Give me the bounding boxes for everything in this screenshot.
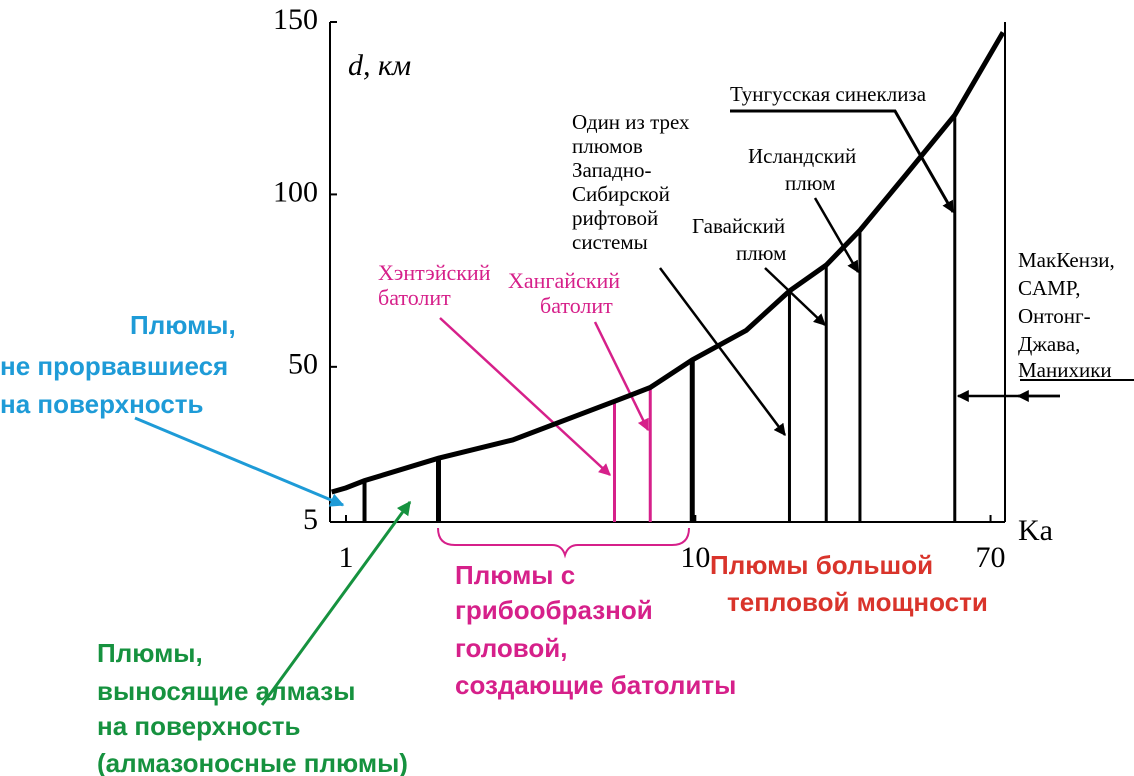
x-axis-label: Ka (1018, 514, 1053, 547)
annotation: тепловой мощности (727, 587, 988, 617)
arrow (439, 317, 611, 476)
annotation: рифтовой (572, 206, 658, 230)
annotation: Джава, (1018, 332, 1080, 356)
annotation: на поверхность (97, 711, 301, 741)
annotation: Манихики (1018, 358, 1112, 382)
arrow (260, 500, 412, 706)
x-tick-label: 70 (976, 541, 1006, 574)
annotation: головой, (455, 633, 568, 663)
x-tick-label: 10 (680, 541, 710, 574)
annotation: батолит (540, 293, 613, 318)
annotation: Плюмы, (130, 310, 236, 340)
x-tick-label: 1 (338, 541, 353, 574)
arrow (730, 109, 955, 214)
y-axis-label: d, км (348, 49, 411, 82)
annotation: грибообразной (455, 595, 653, 625)
annotation: Западно- (572, 158, 652, 182)
annotation: Тунгусская синеклиза (730, 82, 927, 106)
curve (330, 31, 1006, 495)
annotation: создающие батолиты (455, 670, 736, 700)
arrow (813, 197, 860, 274)
y-tick-label: 5 (303, 503, 318, 536)
annotation: CAMP, (1018, 276, 1080, 300)
annotation: плюм (736, 241, 786, 265)
annotation: выносящие алмазы (97, 676, 355, 706)
annotation: плюмов (572, 134, 643, 158)
annotation: Плюмы большой (710, 550, 933, 580)
annotation: Хэнтэйский (378, 260, 491, 285)
annotation: Плюмы, (97, 638, 203, 668)
annotation: Хангайский (508, 268, 620, 293)
annotation: Плюмы с (455, 560, 575, 590)
arrow (593, 321, 650, 432)
annotation: (алмазоносные плюмы) (97, 748, 408, 776)
arrows (134, 109, 1134, 706)
annotation: на поверхность (0, 389, 204, 419)
annotation: не прорвавшиеся (0, 351, 228, 381)
annotation: Онтонг- (1018, 304, 1091, 328)
annotation: плюм (785, 171, 835, 195)
y-tick-label: 150 (273, 3, 318, 36)
annotation: батолит (378, 285, 451, 310)
y-tick-label: 50 (288, 348, 318, 381)
axes (329, 22, 1006, 523)
arrow (658, 267, 787, 436)
annotation: Гавайский (692, 214, 785, 238)
arrow (764, 267, 826, 326)
annotation: МакКензи, (1018, 248, 1115, 272)
annotation: Сибирской (572, 182, 670, 206)
bracket (437, 527, 690, 559)
arrow (134, 416, 345, 507)
annotation: системы (572, 230, 648, 254)
y-tick-label: 100 (273, 175, 318, 208)
annotation: Исландский (748, 144, 856, 168)
annotation: Один из трех (572, 110, 690, 134)
